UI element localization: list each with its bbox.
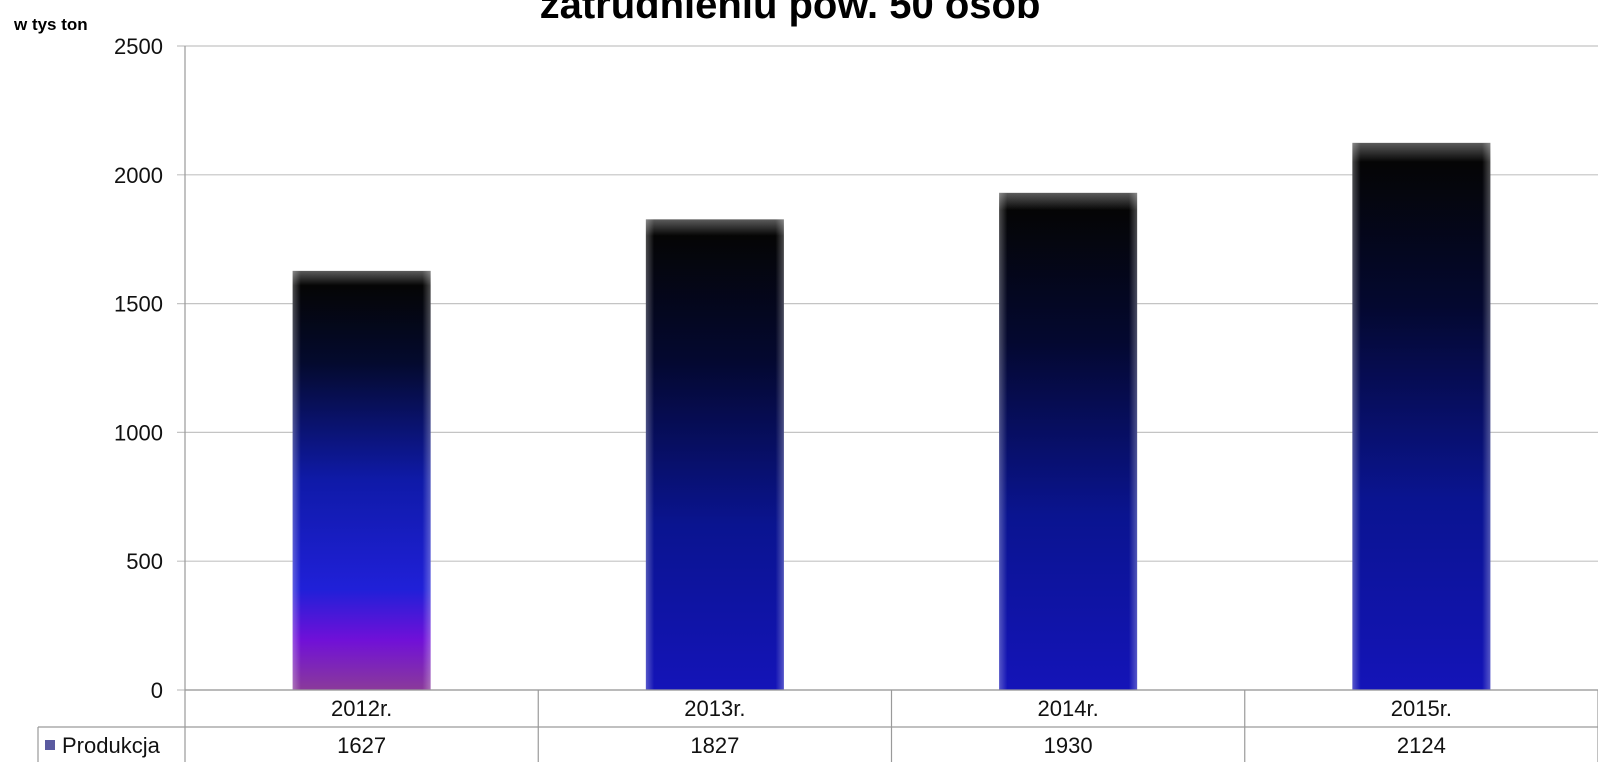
bar-highlight: [645, 219, 784, 690]
chart-title: zatrudnieniu pow. 50 osób: [540, 0, 1041, 27]
y-tick-label: 2000: [114, 163, 163, 188]
data-value-cell: 2124: [1397, 733, 1446, 758]
y-tick-label: 1000: [114, 420, 163, 445]
data-value-cell: 1627: [337, 733, 386, 758]
bar-highlight: [292, 270, 431, 690]
series-name-label: Produkcja: [62, 733, 161, 758]
bars: [292, 142, 1491, 690]
x-tick-label: 2012r.: [331, 696, 392, 721]
x-tick-label: 2013r.: [684, 696, 745, 721]
x-tick-label: 2014r.: [1038, 696, 1099, 721]
x-tick-label: 2015r.: [1391, 696, 1452, 721]
bar-highlight: [1352, 142, 1491, 690]
y-tick-label: 2500: [114, 34, 163, 59]
data-table: Produkcja 2012r. 1627 2013r. 1827 2014r. 1930 2…: [37, 689, 1598, 762]
data-value-cell: 1827: [690, 733, 739, 758]
bar-highlight: [999, 192, 1138, 690]
y-axis-ticks: 0 500 1000 1500 2000 2500: [114, 34, 163, 703]
y-tick-label: 0: [151, 678, 163, 703]
y-tick-label: 500: [126, 549, 163, 574]
y-tick-label: 1500: [114, 292, 163, 317]
y-axis-unit-label: w tys ton: [13, 15, 88, 34]
legend-key-square: [45, 740, 55, 750]
data-value-cell: 1930: [1044, 733, 1093, 758]
